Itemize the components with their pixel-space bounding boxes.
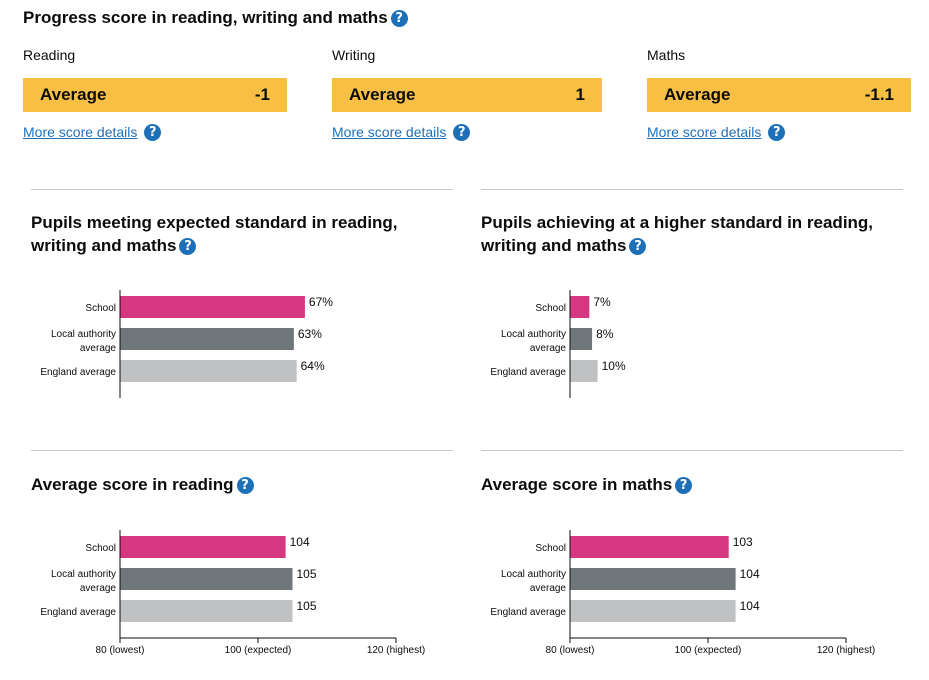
- chart-title-text: Average score in maths: [481, 475, 673, 494]
- bar-school: [120, 536, 286, 558]
- chart-reading-score: School 104 Local authority average 105 Englan…: [40, 530, 425, 656]
- bar-local-authority: [120, 328, 294, 350]
- value-label-england: 104: [740, 599, 760, 613]
- value-label-local-authority: 8%: [596, 327, 614, 341]
- value-label-school: 103: [733, 535, 753, 549]
- help-icon[interactable]: ?: [453, 124, 471, 141]
- chart-title-expected-standard: Pupils meeting expected standard in read…: [31, 211, 456, 257]
- help-icon[interactable]: ?: [768, 124, 786, 141]
- chart-title-text: Pupils achieving at a higher standard in…: [481, 213, 874, 255]
- x-tick-label: 120 (highest): [367, 645, 425, 656]
- x-tick-label: 80 (lowest): [96, 645, 145, 656]
- reading-score: -1: [254, 85, 270, 104]
- maths-band: Average: [664, 85, 731, 104]
- category-label-local-authority-average: Local authority average: [501, 569, 566, 594]
- category-label-england-average: England average: [490, 367, 566, 378]
- help-icon[interactable]: ?: [629, 238, 647, 255]
- reading-label: Reading: [23, 47, 76, 63]
- maths-score-box: Average -1.1: [647, 78, 911, 112]
- maths-more-details-link[interactable]: More score details: [647, 124, 762, 140]
- x-tick-label: 100 (expected): [675, 645, 742, 656]
- category-label-school: School: [535, 303, 566, 314]
- category-label-local-authority-average: Local authority average: [51, 569, 116, 594]
- divider: [31, 450, 453, 451]
- page-title: Progress score in reading, writing and m…: [23, 7, 408, 29]
- page-title-text: Progress score in reading, writing and m…: [23, 8, 388, 27]
- bar-local-authority: [570, 328, 593, 350]
- category-label-local-authority-average: Local authority average: [501, 329, 566, 354]
- reading-score-box: Average -1: [23, 78, 287, 112]
- chart-expected-standard: School 67% Local authority average 63% Englan…: [40, 290, 333, 398]
- category-label-school: School: [85, 303, 116, 314]
- chart-title-maths-score: Average score in maths?: [481, 473, 906, 496]
- value-label-england: 105: [297, 599, 317, 613]
- writing-score-box: Average 1: [332, 78, 602, 112]
- chart-title-higher-standard: Pupils achieving at a higher standard in…: [481, 211, 881, 257]
- writing-score: 1: [575, 85, 585, 104]
- category-label-england-average: England average: [490, 607, 566, 618]
- category-label-school: School: [535, 543, 566, 554]
- category-label-local-authority-average: Local authority average: [51, 329, 116, 354]
- divider: [31, 189, 453, 190]
- category-label-school: School: [85, 543, 116, 554]
- help-icon[interactable]: ?: [675, 477, 693, 494]
- reading-more-details-link[interactable]: More score details: [23, 124, 138, 140]
- maths-score: -1.1: [864, 85, 894, 104]
- chart-higher-standard: School 7% Local authority average 8% England …: [490, 290, 626, 398]
- bar-england: [120, 600, 293, 622]
- divider: [481, 450, 903, 451]
- bar-england: [570, 360, 598, 382]
- reading-band: Average: [40, 85, 107, 104]
- x-tick-label: 120 (highest): [817, 645, 875, 656]
- divider: [481, 189, 903, 190]
- chart-title-reading-score: Average score in reading?: [31, 473, 456, 496]
- writing-more-details-link[interactable]: More score details: [332, 124, 447, 140]
- writing-band: Average: [349, 85, 416, 104]
- help-icon[interactable]: ?: [144, 124, 162, 141]
- help-icon[interactable]: ?: [390, 10, 408, 27]
- bar-england: [120, 360, 297, 382]
- bar-school: [120, 296, 305, 318]
- bar-england: [570, 600, 736, 622]
- bar-school: [570, 296, 590, 318]
- help-icon[interactable]: ?: [236, 477, 254, 494]
- value-label-england: 64%: [301, 359, 325, 373]
- reading-progress: Reading Average -1 More score details ?: [23, 46, 287, 141]
- help-icon[interactable]: ?: [179, 238, 197, 255]
- value-label-local-authority: 105: [297, 567, 317, 581]
- value-label-england: 10%: [602, 359, 626, 373]
- category-label-england-average: England average: [40, 607, 116, 618]
- chart-title-text: Average score in reading: [31, 475, 234, 494]
- bar-local-authority: [570, 568, 736, 590]
- value-label-school: 104: [290, 535, 310, 549]
- value-label-school: 67%: [309, 295, 333, 309]
- writing-label: Writing: [332, 47, 376, 63]
- value-label-school: 7%: [593, 295, 611, 309]
- bar-local-authority: [120, 568, 293, 590]
- value-label-local-authority: 63%: [298, 327, 322, 341]
- maths-label: Maths: [647, 47, 686, 63]
- category-label-england-average: England average: [40, 367, 116, 378]
- x-tick-label: 100 (expected): [225, 645, 292, 656]
- writing-progress: Writing Average 1 More score details ?: [332, 46, 602, 141]
- maths-progress: Maths Average -1.1 More score details ?: [647, 46, 911, 141]
- chart-title-text: Pupils meeting expected standard in read…: [31, 213, 398, 255]
- chart-maths-score: School 103 Local authority average 104 Englan…: [490, 530, 875, 656]
- x-tick-label: 80 (lowest): [546, 645, 595, 656]
- bar-school: [570, 536, 729, 558]
- value-label-local-authority: 104: [740, 567, 760, 581]
